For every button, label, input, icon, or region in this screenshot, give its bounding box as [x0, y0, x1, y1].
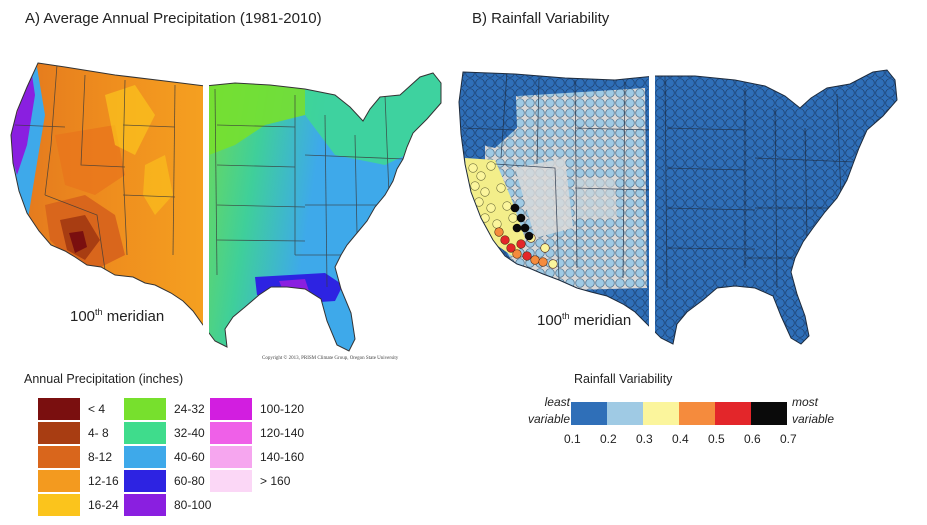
precip-label: 120-140: [260, 426, 305, 440]
variability-swatch: [679, 402, 715, 425]
precip-legend-item: 40-60: [124, 446, 234, 468]
precip-label: 32-40: [174, 426, 205, 440]
precip-swatch: [124, 398, 166, 420]
precip-legend-item: 100-120: [210, 398, 320, 420]
precip-label: < 4: [88, 402, 106, 416]
precip-swatch: [38, 470, 80, 492]
precip-swatch: [124, 470, 166, 492]
precip-label: 80-100: [174, 498, 212, 512]
variability-colorbar: [571, 402, 787, 425]
precip-legend-item: 140-160: [210, 446, 320, 468]
precip-swatch: [38, 446, 80, 468]
copyright-note: Copyright © 2013, PRISM Climate Group, O…: [262, 356, 399, 361]
precip-swatch: [38, 494, 80, 516]
least-variable-label: least variable: [527, 395, 570, 426]
precip-label: 40-60: [174, 450, 205, 464]
precip-legend-item: < 4: [38, 398, 148, 420]
precip-legend-item: 120-140: [210, 422, 320, 444]
precip-legend-item: 60-80: [124, 470, 234, 492]
precip-legend-item: 16-24: [38, 494, 148, 516]
precip-legend-item: > 160: [210, 470, 320, 492]
precip-label: 4- 8: [88, 426, 109, 440]
precipitation-map: [10, 55, 442, 365]
precip-legend-title: Annual Precipitation (inches): [24, 372, 184, 386]
precip-legend-item: 4- 8: [38, 422, 148, 444]
precip-label: 140-160: [260, 450, 305, 464]
precip-legend-item: 8-12: [38, 446, 148, 468]
precip-swatch: [124, 494, 166, 516]
variability-map: [458, 68, 898, 348]
precip-label: 12-16: [88, 474, 119, 488]
variability-tick: 0.4: [672, 432, 689, 446]
variability-swatch: [643, 402, 679, 425]
precip-legend-item: 32-40: [124, 422, 234, 444]
meridian-line-b: [649, 68, 655, 348]
precip-label: 100-120: [260, 402, 305, 416]
variability-swatch: [571, 402, 607, 425]
variability-tick: 0.3: [636, 432, 653, 446]
variability-tick: 0.7: [780, 432, 797, 446]
variability-tick: 0.6: [744, 432, 761, 446]
precip-label: 60-80: [174, 474, 205, 488]
variability-legend-title: Rainfall Variability: [574, 372, 673, 386]
variability-tick: 0.1: [564, 432, 581, 446]
most-variable-label: most variable: [792, 395, 835, 426]
panel-a-title: A) Average Annual Precipitation (1981-20…: [25, 10, 322, 27]
precip-legend-item: 24-32: [124, 398, 234, 420]
meridian-line-a: [203, 55, 209, 365]
variability-tick: 0.5: [708, 432, 725, 446]
precip-swatch: [210, 398, 252, 420]
meridian-label-b: 100th meridian: [537, 311, 632, 329]
variability-swatch: [751, 402, 787, 425]
precip-swatch: [210, 470, 252, 492]
precip-swatch: [38, 398, 80, 420]
precip-label: 8-12: [88, 450, 113, 464]
variability-tick: 0.2: [600, 432, 617, 446]
precip-swatch: [38, 422, 80, 444]
variability-swatch: [715, 402, 751, 425]
panel-b-title: B) Rainfall Variability: [472, 10, 610, 27]
precip-label: 16-24: [88, 498, 119, 512]
precip-swatch: [124, 422, 166, 444]
precip-swatch: [210, 422, 252, 444]
precip-legend: < 4 4- 8 8-12 12-16 16-24 24-32 32-40 40…: [38, 398, 338, 520]
meridian-label-a: 100th meridian: [70, 307, 165, 325]
precip-legend-item: 80-100: [124, 494, 234, 516]
precip-label: > 160: [260, 474, 291, 488]
precip-swatch: [124, 446, 166, 468]
precip-label: 24-32: [174, 402, 205, 416]
variability-swatch: [607, 402, 643, 425]
precip-legend-item: 12-16: [38, 470, 148, 492]
precip-swatch: [210, 446, 252, 468]
